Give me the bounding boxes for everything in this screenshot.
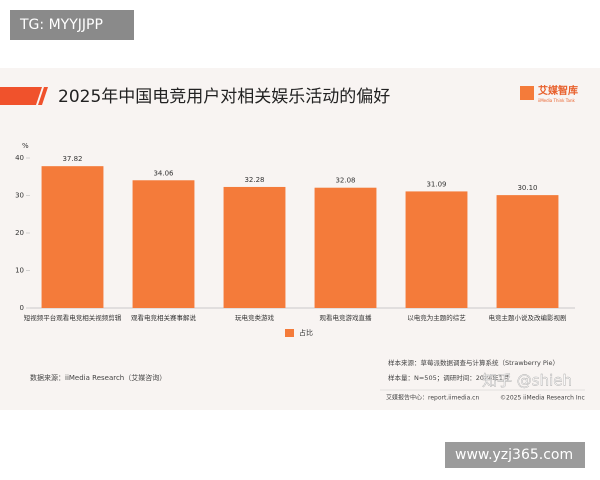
- source: 数据来源：iiMedia Research（艾媒咨询）: [30, 373, 166, 382]
- sample-source: 样本来源：草莓派数据调查与计算系统（Strawberry Pie）: [388, 358, 559, 367]
- x-tick-label: 短视频平台观看电竞相关视频剪辑: [24, 313, 122, 322]
- legend-label: 占比: [299, 328, 313, 337]
- value-label: 32.28: [244, 176, 264, 184]
- x-tick-label: 观看电竞游戏直播: [320, 313, 373, 322]
- y-tick-label: 20: [15, 229, 24, 237]
- site-watermark: www.yzj365.com: [455, 447, 573, 463]
- title-stripe: [38, 87, 48, 105]
- logo: 艾媒智库: [538, 84, 578, 97]
- y-tick-label: 10: [15, 267, 24, 275]
- value-label: 31.09: [426, 180, 446, 188]
- value-label: 30.10: [517, 184, 537, 192]
- bar: [41, 166, 104, 308]
- bar: [314, 187, 377, 308]
- sample-size: 样本量：N=505；调研时间：2024年1月: [388, 373, 509, 382]
- logo-sub: iiMedia Think Tank: [538, 98, 575, 103]
- chart-title: 2025年中国电竞用户对相关娱乐活动的偏好: [58, 87, 390, 107]
- tag: TG: MYYJJPP: [19, 17, 103, 33]
- user-watermark: 知乎 @shieh: [482, 372, 572, 390]
- x-tick-label: 以电竞为主题的综艺: [407, 313, 466, 322]
- x-tick-label: 电竞主题小说及改编影视剧: [489, 313, 567, 322]
- bar: [405, 191, 468, 308]
- x-tick-label: 观看电竞相关赛事解说: [131, 313, 197, 322]
- y-axis-label: %: [22, 142, 29, 150]
- x-tick-label: 玩电竞类游戏: [235, 313, 275, 322]
- value-label: 37.82: [62, 155, 82, 163]
- legend-swatch: [285, 329, 294, 337]
- value-label: 32.08: [335, 177, 355, 185]
- bar: [223, 186, 286, 308]
- title-stripe: [0, 87, 42, 105]
- y-tick-label: 0: [20, 304, 24, 312]
- y-tick-label: 40: [15, 154, 24, 162]
- value-label: 34.06: [153, 169, 174, 177]
- tag-box: [10, 10, 134, 40]
- site-watermark-box: [445, 442, 585, 468]
- y-tick-label: 30: [15, 192, 24, 200]
- bar: [132, 180, 195, 308]
- logo-icon: [520, 86, 534, 100]
- bar: [496, 195, 559, 308]
- footer-left: 艾媒报告中心：report.iimedia.cn: [386, 394, 479, 402]
- footer-right: ©2025 iiMedia Research Inc: [500, 395, 585, 402]
